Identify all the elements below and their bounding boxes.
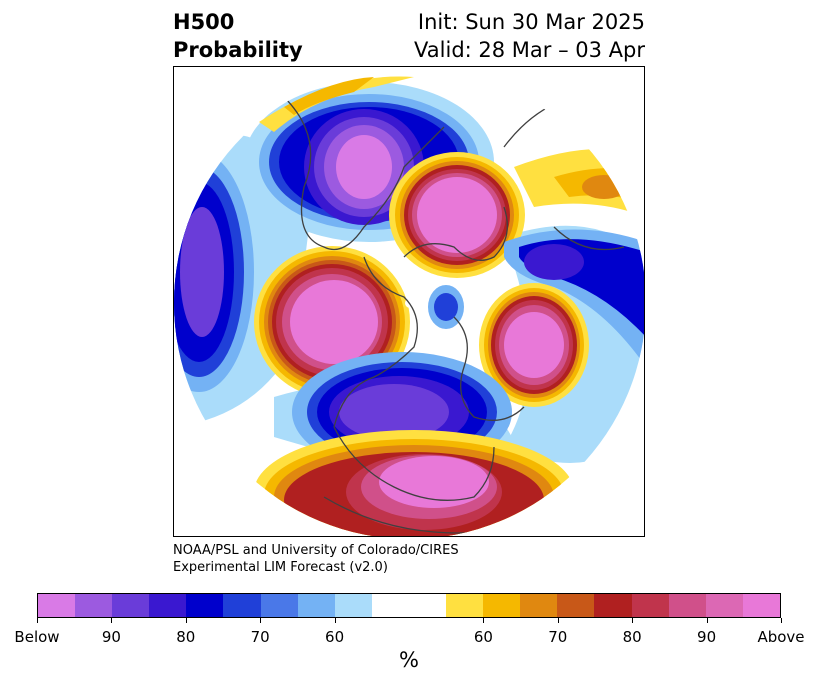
colorbar-segment	[594, 594, 632, 617]
colorbar-tick-mark	[557, 618, 559, 623]
colorbar-segment	[149, 594, 187, 617]
colorbar-segment	[334, 594, 372, 617]
init-date: Init: Sun 30 Mar 2025	[417, 10, 645, 34]
colorbar-tick-label: Above	[757, 628, 805, 646]
colorbar-tick-mark	[334, 618, 336, 623]
colorbar-segment	[446, 594, 484, 617]
colorbar-tick-mark	[706, 618, 708, 623]
colorbar-segment	[557, 594, 595, 617]
colorbar-tick-label: 90	[101, 628, 121, 646]
credit-line-2: Experimental LIM Forecast (v2.0)	[173, 560, 388, 575]
colorbar	[37, 593, 781, 618]
colorbar-tick-label: 60	[325, 628, 345, 646]
chart-title-right: Init: Sun 30 Mar 2025 Valid: 28 Mar – 03…	[414, 8, 645, 64]
probability-field	[174, 67, 644, 536]
colorbar-tick-mark	[781, 618, 782, 623]
colorbar-tick-mark	[185, 618, 187, 623]
colorbar-segment	[75, 594, 113, 617]
title-product: Probability	[173, 38, 303, 62]
colorbar-segment	[483, 594, 521, 617]
chart-title-left: H500 Probability	[173, 8, 303, 64]
credit-line-1: NOAA/PSL and University of Colorado/CIRE…	[173, 543, 459, 558]
credit-text: NOAA/PSL and University of Colorado/CIRE…	[173, 542, 459, 576]
colorbar-segment	[408, 594, 447, 617]
colorbar-segment	[742, 594, 780, 617]
colorbar-segment	[297, 594, 335, 617]
colorbar-tick-label: 60	[473, 628, 493, 646]
colorbar-segment	[38, 594, 76, 617]
colorbar-tick-label: 70	[250, 628, 270, 646]
colorbar-segment	[260, 594, 298, 617]
colorbar-tick-mark	[111, 618, 113, 623]
colorbar-tick-label: 80	[176, 628, 196, 646]
colorbar-segment	[520, 594, 558, 617]
colorbar-segment	[186, 594, 224, 617]
colorbar-tick-mark	[260, 618, 262, 623]
colorbar-segment	[112, 594, 150, 617]
colorbar-tick-label: 70	[548, 628, 568, 646]
probability-map-svg	[174, 67, 644, 536]
colorbar-tick-label: 90	[697, 628, 717, 646]
colorbar-segment	[631, 594, 669, 617]
colorbar-segment	[223, 594, 261, 617]
colorbar-segment	[705, 594, 743, 617]
polar-map	[173, 66, 645, 537]
colorbar-tick-mark	[37, 618, 38, 623]
colorbar-segment	[371, 594, 409, 617]
colorbar-tick-label: 80	[622, 628, 642, 646]
title-variable: H500	[173, 10, 235, 34]
colorbar-tick-label: Below	[14, 628, 60, 646]
colorbar-tick-mark	[632, 618, 634, 623]
colorbar-unit: %	[399, 648, 419, 672]
valid-range: Valid: 28 Mar – 03 Apr	[414, 38, 645, 62]
colorbar-segment	[668, 594, 706, 617]
colorbar-tick-mark	[483, 618, 485, 623]
